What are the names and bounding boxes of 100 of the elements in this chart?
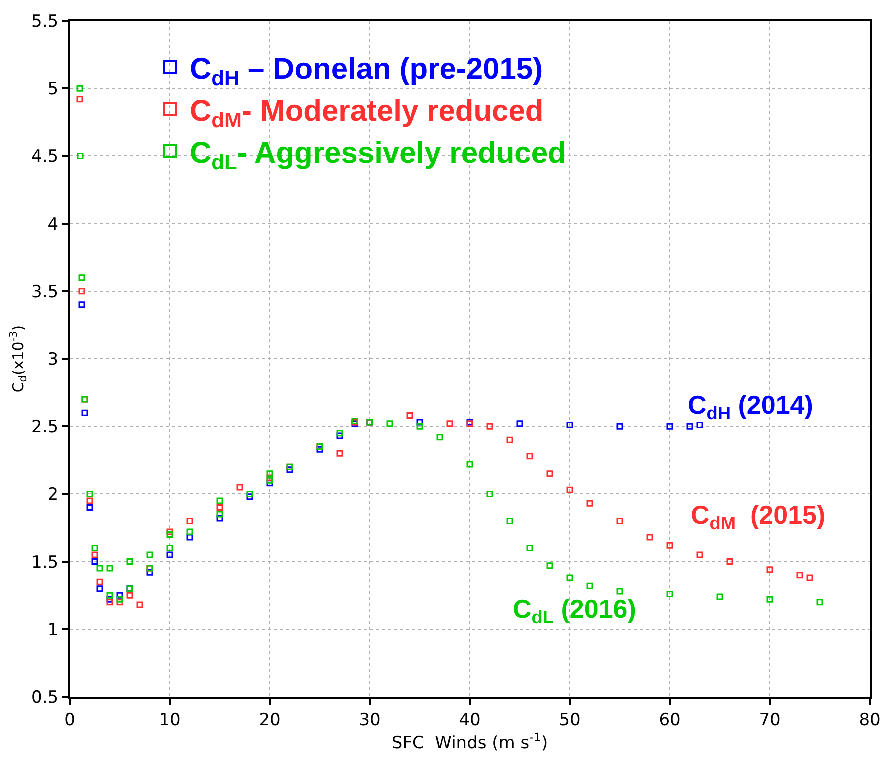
- point: [236, 484, 244, 491]
- point: [466, 461, 474, 468]
- point: [436, 434, 444, 441]
- point: [696, 422, 704, 428]
- point: [266, 474, 274, 482]
- point: [616, 588, 624, 595]
- point: [216, 511, 224, 518]
- point: [486, 423, 494, 430]
- point: [546, 470, 554, 478]
- point: [516, 420, 524, 428]
- point: [566, 486, 574, 494]
- y-tick-label: 5.5: [32, 12, 59, 32]
- point: [82, 410, 88, 416]
- point: [216, 498, 224, 504]
- x-tick-label: 70: [759, 710, 781, 730]
- x-tick-label: 30: [359, 710, 381, 730]
- legend-label: C$_{dL}$- Aggressively reduced: [190, 136, 566, 174]
- point: [686, 423, 694, 430]
- y-tick-label: 2.5: [32, 418, 59, 438]
- point: [506, 518, 514, 524]
- point: [546, 562, 554, 570]
- y-tick-label: 0.5: [32, 688, 59, 708]
- x-tick-label: 20: [259, 710, 281, 730]
- point: [106, 592, 114, 599]
- x-tick-label: 0: [64, 710, 76, 730]
- point: [92, 552, 98, 558]
- point: [106, 599, 114, 606]
- point: [78, 288, 86, 295]
- point: [816, 599, 824, 606]
- point: [92, 558, 98, 566]
- legend-label: C$_{dH}$ – Donelan (pre-2015): [190, 52, 544, 90]
- point: [716, 594, 724, 600]
- point: [726, 558, 734, 566]
- annotation: C$_{dM}$ (2015): [691, 500, 826, 534]
- point: [116, 599, 124, 606]
- point: [336, 432, 344, 440]
- point: [86, 498, 94, 504]
- point: [266, 477, 274, 484]
- point: [126, 592, 134, 599]
- point: [78, 302, 86, 308]
- point: [266, 480, 274, 487]
- point: [166, 532, 174, 538]
- y-tick-label: 1.5: [32, 552, 59, 573]
- point: [106, 565, 114, 572]
- point: [806, 574, 814, 582]
- point: [416, 423, 424, 430]
- point: [406, 412, 414, 420]
- y-tick-label: 3: [48, 350, 59, 370]
- point: [246, 494, 254, 500]
- point: [566, 574, 574, 582]
- point: [136, 602, 144, 608]
- point: [616, 423, 624, 430]
- point: [316, 446, 324, 453]
- point: [796, 572, 804, 579]
- point: [446, 420, 454, 428]
- point: [96, 578, 104, 586]
- point: [76, 96, 84, 103]
- point: [106, 596, 114, 603]
- point: [416, 419, 424, 426]
- point: [336, 430, 344, 437]
- point: [126, 558, 134, 566]
- point: [586, 582, 594, 590]
- point: [216, 515, 224, 522]
- y-tick-label: 3.5: [32, 282, 59, 302]
- x-tick-label: 40: [459, 710, 481, 730]
- point: [246, 490, 254, 498]
- point: [116, 592, 124, 599]
- point: [186, 528, 194, 536]
- x-tick-label: 50: [559, 710, 581, 730]
- point: [566, 422, 574, 428]
- point: [77, 152, 84, 160]
- point: [166, 528, 174, 536]
- x-tick-label: 10: [159, 710, 181, 730]
- x-tick-label: 60: [659, 710, 681, 730]
- point: [92, 545, 98, 552]
- point: [616, 518, 624, 524]
- point: [386, 420, 394, 428]
- point: [526, 453, 534, 460]
- point: [286, 466, 294, 474]
- point: [86, 490, 94, 498]
- x-axis-title: SFC Winds (m s$^{-1}$): [392, 730, 548, 754]
- point: [186, 534, 194, 541]
- point: [666, 423, 674, 430]
- y-tick-label: 5: [48, 80, 59, 100]
- point: [146, 569, 154, 576]
- point: [336, 450, 344, 457]
- point: [96, 565, 104, 572]
- point: [166, 552, 174, 558]
- point: [696, 552, 704, 558]
- point: [86, 504, 94, 511]
- y-tick-label: 4: [48, 214, 59, 235]
- point: [78, 274, 86, 282]
- point: [766, 566, 774, 574]
- point: [666, 591, 674, 598]
- x-tick-label: 80: [859, 710, 881, 730]
- point: [266, 470, 274, 478]
- legend-label: C$_{dM}$- Moderately reduced: [190, 94, 544, 132]
- point: [76, 85, 84, 92]
- annotation: C$_{dH}$ (2014): [688, 390, 814, 424]
- y-tick-label: 1: [48, 620, 59, 640]
